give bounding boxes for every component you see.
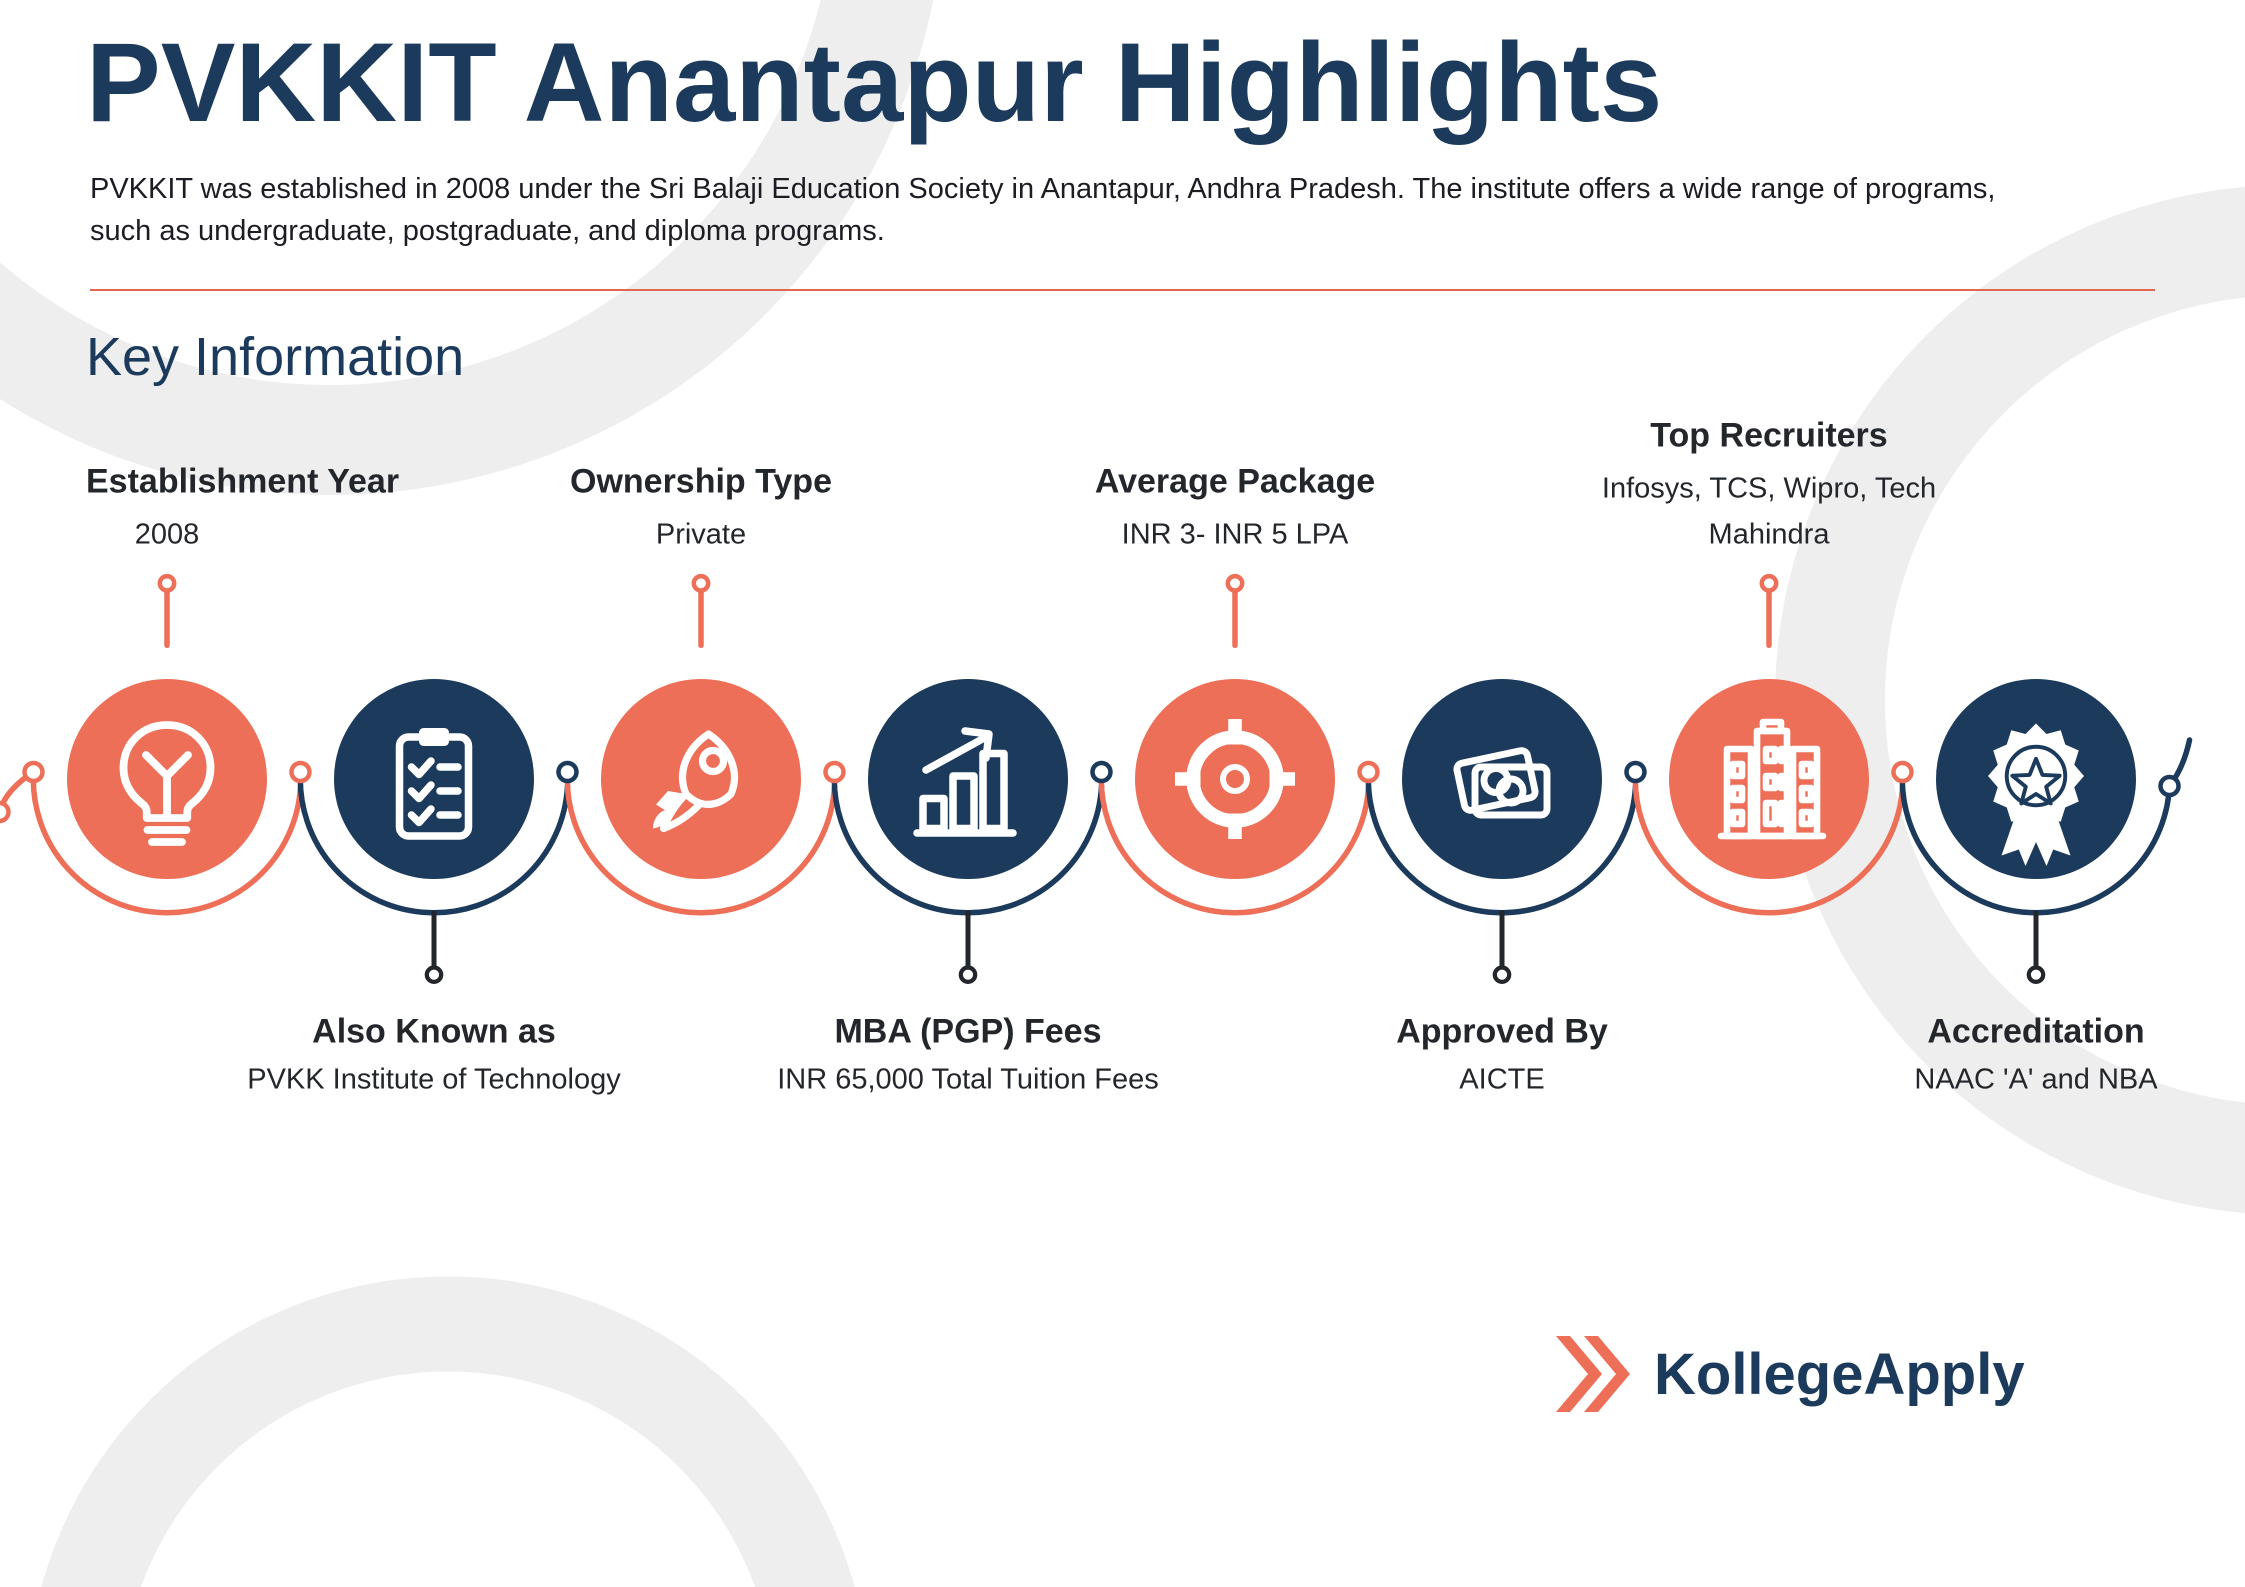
svg-text:Top Recruiters: Top Recruiters [1650, 416, 1887, 454]
svg-text:Infosys, TCS, Wipro, Tech: Infosys, TCS, Wipro, Tech [1602, 472, 1936, 504]
svg-text:Private: Private [656, 518, 746, 550]
svg-text:2008: 2008 [135, 518, 200, 550]
svg-text:Establishment Year: Establishment Year [86, 462, 399, 500]
svg-text:Mahindra: Mahindra [1709, 518, 1831, 550]
svg-text:AICTE: AICTE [1459, 1064, 1544, 1096]
svg-text:Approved By: Approved By [1396, 1013, 1608, 1051]
svg-text:PVKK Institute of Technology: PVKK Institute of Technology [247, 1064, 621, 1096]
svg-text:NAAC 'A' and NBA: NAAC 'A' and NBA [1914, 1064, 2158, 1096]
svg-text:INR 3- INR 5 LPA: INR 3- INR 5 LPA [1122, 518, 1349, 550]
svg-text:Average Package: Average Package [1095, 462, 1375, 500]
svg-text:Ownership Type: Ownership Type [570, 462, 832, 500]
svg-text:MBA (PGP) Fees: MBA (PGP) Fees [834, 1013, 1101, 1051]
svg-text:INR 65,000 Total Tuition Fees: INR 65,000 Total Tuition Fees [777, 1064, 1159, 1096]
svg-text:Also Known as: Also Known as [312, 1013, 556, 1051]
svg-text:Accreditation: Accreditation [1927, 1013, 2144, 1051]
